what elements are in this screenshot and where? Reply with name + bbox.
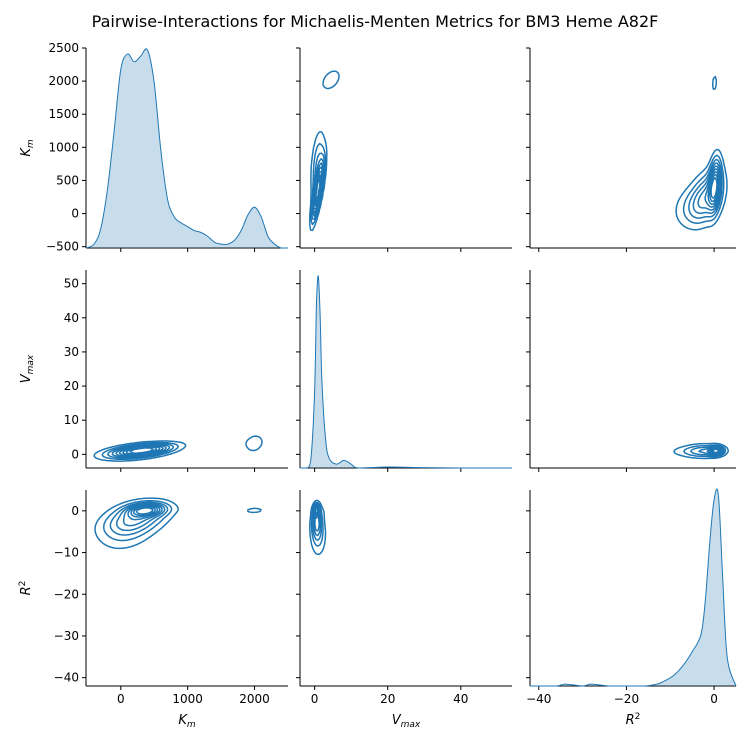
contours-Km-vs-R2 <box>94 497 262 550</box>
y-tick-label: 500 <box>56 173 79 187</box>
contour-level-1 <box>93 435 263 462</box>
y-tick-label: 20 <box>64 379 79 393</box>
x-tick-label: 0 <box>710 692 718 706</box>
kde-curve-R2 <box>530 488 737 687</box>
y-tick-label: −20 <box>54 587 79 601</box>
y-tick-label: 10 <box>64 413 79 427</box>
kde-curve-Vmax <box>300 275 512 469</box>
contour-level-1 <box>675 75 728 231</box>
y-tick-label: 0 <box>71 504 79 518</box>
contour-level-1 <box>94 497 262 550</box>
panel-r2-c0: 0 1000 2000 −40 −30 −20 −10 0 Km R2 <box>18 490 288 730</box>
y-tick-label: 2500 <box>48 41 79 55</box>
contour-level-2 <box>103 500 173 542</box>
x-tick-label: 0 <box>117 692 125 706</box>
x-axis-label: R2 <box>626 712 641 728</box>
y-axis-label: Vmax <box>19 354 36 383</box>
panel-r2-c1: 0 20 40 Vmax <box>296 490 512 730</box>
contour-level-9 <box>712 448 720 454</box>
contour-level-9 <box>314 507 319 515</box>
y-tick-label: 40 <box>64 311 79 325</box>
contour-level-9 <box>135 507 154 515</box>
x-tick-label: 40 <box>453 692 468 706</box>
kde-fill-Km <box>86 48 288 248</box>
contour-level-5 <box>697 165 721 211</box>
contour-level-1 <box>673 442 729 460</box>
y-tick-label: 30 <box>64 345 79 359</box>
kde-fill-Vmax <box>300 275 512 468</box>
contour-level-3 <box>688 158 723 219</box>
contour-level-1 <box>309 499 327 556</box>
contour-level-4 <box>692 162 722 214</box>
y-tick-label: 0 <box>71 207 79 221</box>
y-tick-label: −30 <box>54 629 79 643</box>
kde-curve-Km <box>85 48 288 249</box>
contour-level-5 <box>122 503 163 527</box>
contours-Vmax-vs-R2 <box>309 499 327 556</box>
contour-level-7 <box>707 170 720 206</box>
panel-r1-c0: 0 10 20 30 40 50 Vmax <box>19 270 288 472</box>
y-tick-label: 0 <box>71 447 79 461</box>
y-tick-label: −10 <box>54 546 79 560</box>
contour-level-2 <box>682 154 725 224</box>
y-tick-label: 2000 <box>48 74 79 88</box>
y-axis-label: Km <box>19 139 36 157</box>
contour-level-7 <box>130 505 159 518</box>
contours-Vmax-vs-Km <box>309 70 340 232</box>
contours-R2-vs-Vmax <box>673 442 729 460</box>
y-tick-label: 50 <box>64 277 79 291</box>
contour-level-3 <box>109 501 169 536</box>
kde-fill-R2 <box>530 489 736 686</box>
x-tick-label: 0 <box>311 692 319 706</box>
x-axis-label: Km <box>178 713 196 730</box>
contour-level-9 <box>710 176 718 199</box>
x-tick-label: −20 <box>614 692 639 706</box>
panel-r0-c1 <box>296 47 512 252</box>
contour-level-3 <box>107 442 174 459</box>
figure-title: Pairwise-Interactions for Michaelis-Ment… <box>91 12 659 31</box>
x-tick-label: 20 <box>380 692 395 706</box>
y-axis-label: R2 <box>18 581 34 596</box>
contour-level-2 <box>683 444 727 458</box>
y-tick-label: −40 <box>54 671 79 685</box>
contour-level-9 <box>129 447 154 454</box>
contours-R2-vs-Km <box>675 75 728 231</box>
panel-r0-c2 <box>526 47 736 252</box>
panel-r0-c0: −500 0 500 1000 1500 2000 2500 Km <box>19 41 288 254</box>
contour-level-6 <box>704 168 721 208</box>
contour-level-6 <box>127 504 161 521</box>
panel-r1-c2 <box>526 270 736 472</box>
contours-Km-vs-Vmax <box>93 435 263 462</box>
contour-level-9 <box>315 177 321 201</box>
contour-level-2 <box>101 441 180 461</box>
panel-r1-c1 <box>296 270 512 472</box>
contour-level-8 <box>133 506 157 517</box>
x-tick-label: 2000 <box>239 692 270 706</box>
y-tick-label: −500 <box>46 240 79 254</box>
x-tick-label: −40 <box>526 692 551 706</box>
x-tick-label: 1000 <box>172 692 203 706</box>
x-axis-label: Vmax <box>392 713 421 730</box>
contour-level-4 <box>115 502 166 532</box>
contour-level-1 <box>309 70 340 232</box>
contour-level-8 <box>708 173 719 202</box>
y-tick-label: 1500 <box>48 107 79 121</box>
y-tick-label: 1000 <box>48 140 79 154</box>
